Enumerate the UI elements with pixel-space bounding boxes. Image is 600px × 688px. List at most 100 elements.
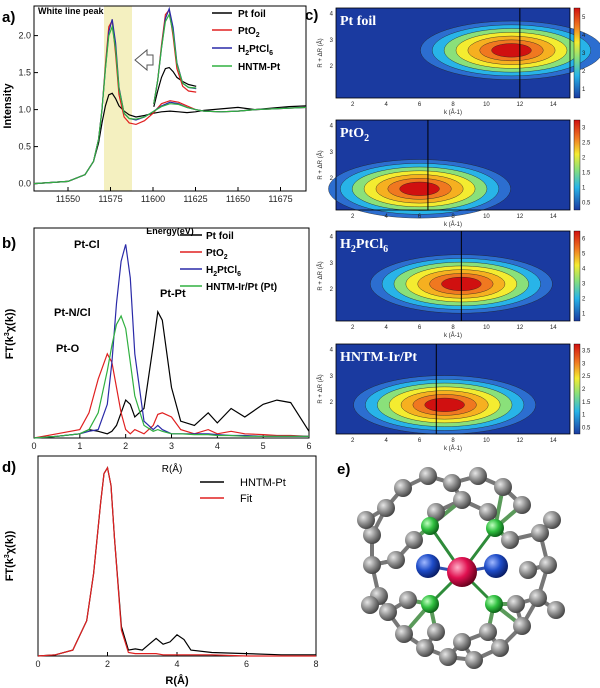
heatmap-contour (424, 397, 465, 412)
heatmap-frame (335, 119, 571, 211)
panel-e-label: e) (337, 461, 350, 478)
a-xtick-label: 11550 (56, 194, 80, 204)
c-xtick-label: 8 (451, 438, 455, 444)
heatmap-pto2: PtO2 2 4 6 8 10 12 14 k (Å-1) 2 3 4 R + ΔR (Å) 0.5 1 1.… (317, 119, 591, 228)
panel-a-label: a) (2, 9, 15, 26)
c-xtick-label: 10 (483, 102, 490, 108)
nitrogen-atom (421, 517, 439, 535)
colorbar-tick-label: 4 (582, 33, 586, 39)
c-ytick-label: 3 (330, 374, 334, 380)
panel-b-ylabel: FT(k3χ(k)) (4, 308, 16, 359)
panel-a-axes (33, 5, 307, 192)
panel-d: d) FT(k3χ(k)) R(Å) 0 2 4 6 8 HNTM-Pt Fit (2, 455, 319, 687)
carbon-atom (513, 496, 531, 514)
colorbar-tick-label: 4 (582, 267, 586, 273)
colorbar-tick-label: 6 (582, 237, 586, 243)
b-xtick-label: 2 (123, 441, 128, 451)
c-xtick-label: 12 (517, 214, 524, 220)
colorbar-tick-label: 5 (582, 252, 586, 258)
chlorine-atom (484, 554, 508, 578)
d-series-fit (37, 466, 316, 657)
c-xlabel: k (Å-1) (444, 221, 462, 228)
panel-b-xlabel: R(Å) (162, 462, 183, 475)
c-xtick-label: 14 (550, 325, 557, 331)
c-ytick-label: 3 (330, 150, 334, 156)
colorbar-tick-label: 2.5 (582, 141, 591, 147)
b-xtick-label: 3 (169, 441, 174, 451)
panel-e: e) (337, 461, 565, 669)
carbon-atom (529, 589, 547, 607)
inset-series-hntm-pt (153, 12, 197, 104)
b-series-pt-foil (33, 309, 310, 439)
legend-label-h2ptcl6: H2PtCl6 (238, 44, 273, 57)
platinum-atom (447, 557, 477, 587)
c-xlabel: k (Å-1) (444, 109, 462, 116)
nitrogen-atom (421, 595, 439, 613)
inset-arrow-icon (134, 48, 154, 72)
a-xtick-label: 11675 (268, 194, 292, 204)
d-xtick-label: 6 (244, 659, 249, 669)
carbon-atom (361, 596, 379, 614)
a-ytick-label: 0.0 (18, 179, 31, 189)
carbon-atom (519, 561, 537, 579)
c-xtick-label: 12 (517, 438, 524, 444)
heatmap-contour (491, 43, 532, 58)
b-xtick-label: 5 (261, 441, 266, 451)
c-xtick-label: 10 (483, 214, 490, 220)
panel-b-legend: Pt foil PtO2 H2PtCl6 HNTM-Ir/Pt (Pt) (180, 231, 277, 293)
colorbar-tick-label: 1 (582, 312, 586, 318)
c-ytick-label: 4 (330, 347, 334, 353)
c-ytick-label: 3 (330, 38, 334, 44)
c-ytick-label: 2 (330, 400, 334, 406)
c-ytick-label: 2 (330, 287, 334, 293)
d-xtick-label: 4 (174, 659, 179, 669)
a-ytick-label: 1.5 (18, 68, 31, 78)
carbon-atom (405, 531, 423, 549)
c-xtick-label: 10 (483, 438, 490, 444)
legend-label-pto2: PtO2 (238, 26, 260, 39)
panel-a-legend: Pt foil PtO2 H2PtCl6 HNTM-Pt (212, 9, 281, 73)
c-xtick-label: 6 (418, 438, 422, 444)
carbon-atom (377, 499, 395, 517)
heatmap-title: HNTM-Ir/Pt (340, 350, 417, 365)
carbon-atom (539, 556, 557, 574)
white-line-annotation: White line peak (38, 6, 105, 16)
colorbar-tick-label: 1.5 (582, 400, 591, 406)
c-xtick-label: 4 (384, 438, 388, 444)
heatmap-title: PtO2 (340, 126, 369, 144)
legend-label-pt-foil: Pt foil (238, 9, 266, 20)
b-xtick-label: 0 (31, 441, 36, 451)
heatmap-frame (335, 230, 571, 322)
c-xtick-label: 12 (517, 325, 524, 331)
carbon-atom (531, 524, 549, 542)
a-ytick-label: 1.0 (18, 105, 31, 115)
panel-a: a) White line peak Intensity Energy(eV) … (2, 5, 307, 236)
colorbar-tick-label: 1 (582, 186, 586, 192)
c-xtick-label: 6 (418, 102, 422, 108)
carbon-atom (513, 617, 531, 635)
c-ylabel: R + ΔR (Å) (317, 38, 324, 67)
c-ytick-label: 4 (330, 234, 334, 240)
molecule-structure (357, 467, 565, 669)
colorbar-tick-label: 2 (582, 156, 586, 162)
colorbar-tick-label: 3 (582, 126, 586, 132)
a-series-hntm-pt (33, 24, 307, 185)
carbon-atom (395, 625, 413, 643)
carbon-atom (543, 511, 561, 529)
b-series-pto2 (33, 352, 310, 439)
c-ylabel: R + ΔR (Å) (317, 374, 324, 403)
peak-label-pt-n-cl: Pt-N/Cl (54, 307, 91, 319)
c-xtick-label: 4 (384, 325, 388, 331)
carbon-atom (479, 623, 497, 641)
colorbar-tick-label: 1.5 (582, 171, 591, 177)
a-ytick-label: 0.5 (18, 142, 31, 152)
carbon-atom (363, 526, 381, 544)
a-series-pt-foil (33, 92, 307, 185)
carbon-atom (465, 651, 483, 669)
c-xtick-label: 2 (351, 438, 355, 444)
chlorine-atom (416, 554, 440, 578)
panel-d-label: d) (2, 459, 16, 476)
